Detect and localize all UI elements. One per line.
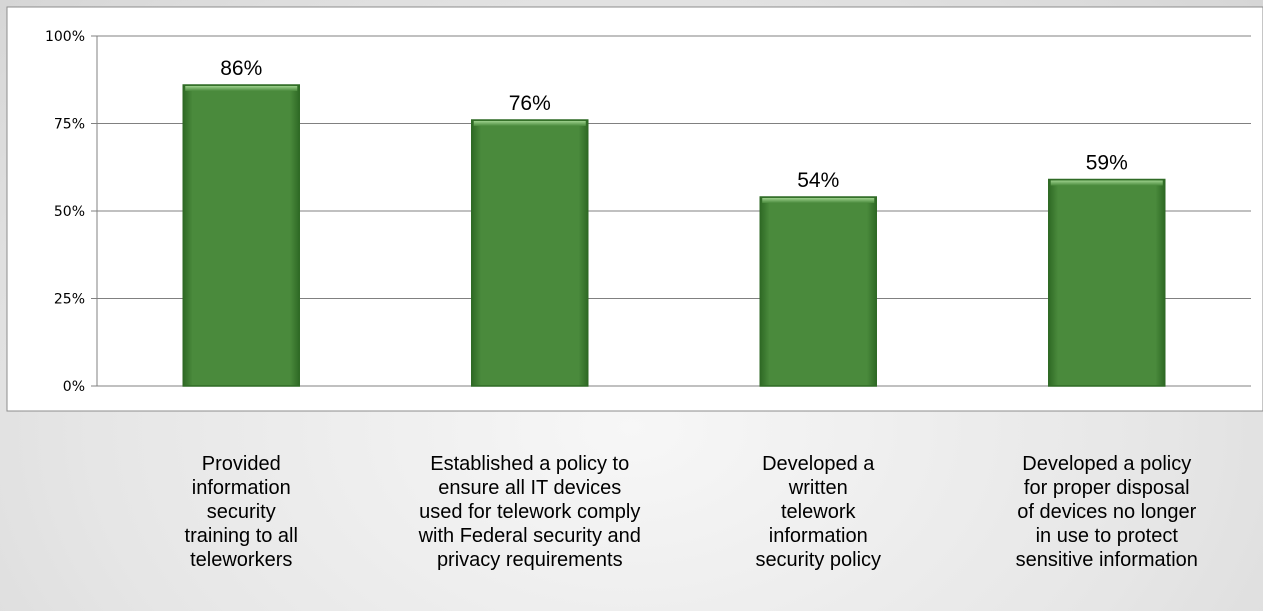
bar-highlight	[185, 86, 298, 91]
bar-body	[1048, 178, 1166, 387]
data-label: 76%	[509, 92, 551, 115]
x-category-label-line: in use to protect	[1035, 525, 1178, 547]
x-category-label-line: security	[206, 501, 276, 523]
x-category-label-line: Provided	[201, 453, 281, 475]
x-category-label-line: privacy requirements	[436, 549, 623, 571]
x-category-label-line: Established a policy to	[430, 453, 630, 475]
x-category-label-line: Developed a policy	[1022, 453, 1192, 475]
x-category-label-line: security policy	[755, 549, 882, 571]
y-tick-label: 0%	[63, 379, 85, 395]
y-axis-ticks: 0% 25% 50% 75% 100%	[45, 29, 85, 395]
x-category-label-line: written	[788, 477, 848, 499]
bar-highlight	[762, 198, 875, 203]
bar-body	[182, 84, 300, 387]
x-category-label-line: with Federal security and	[418, 525, 641, 547]
bar	[759, 196, 877, 387]
x-category-label-line: of devices no longer	[1017, 501, 1197, 523]
bar-body	[471, 119, 589, 387]
x-category-label: Provided information security training to a…	[91, 452, 391, 572]
data-label: 86%	[220, 57, 262, 80]
bar-highlight	[1050, 180, 1163, 186]
x-category-label-line: information	[768, 525, 868, 547]
data-label: 59%	[1086, 152, 1128, 175]
bar	[471, 119, 589, 387]
bar	[1048, 178, 1166, 387]
bar-highlight	[473, 121, 586, 126]
bar	[182, 84, 300, 387]
x-category-label-line: ensure all IT devices	[438, 477, 622, 499]
y-tick-label: 25%	[54, 292, 85, 308]
data-label: 54%	[797, 169, 839, 192]
y-tick-label: 75%	[54, 117, 85, 133]
y-tick-label: 100%	[45, 29, 85, 45]
x-category-label-line: sensitive information	[1015, 549, 1198, 571]
x-category-label-line: used for telework comply	[419, 501, 641, 523]
x-category-label-line: telework	[781, 501, 856, 523]
x-category-label-line: information	[191, 477, 291, 499]
x-category-label-line: training to all	[184, 525, 298, 547]
bars	[182, 84, 1166, 387]
x-category-label-line: Developed a	[762, 453, 875, 475]
y-tick-label: 50%	[54, 204, 85, 220]
x-category-label: Developed a written telework information sec…	[668, 452, 968, 572]
x-category-label: Developed a policy for proper disposal of …	[957, 452, 1257, 572]
data-labels: 86% 76% 54% 59%	[220, 57, 1128, 192]
bar-body	[759, 196, 877, 387]
x-category-label-line: for proper disposal	[1023, 477, 1190, 499]
x-category-label: Established a policy to ensure all IT dev…	[380, 452, 680, 572]
x-category-label-line: teleworkers	[190, 549, 293, 571]
